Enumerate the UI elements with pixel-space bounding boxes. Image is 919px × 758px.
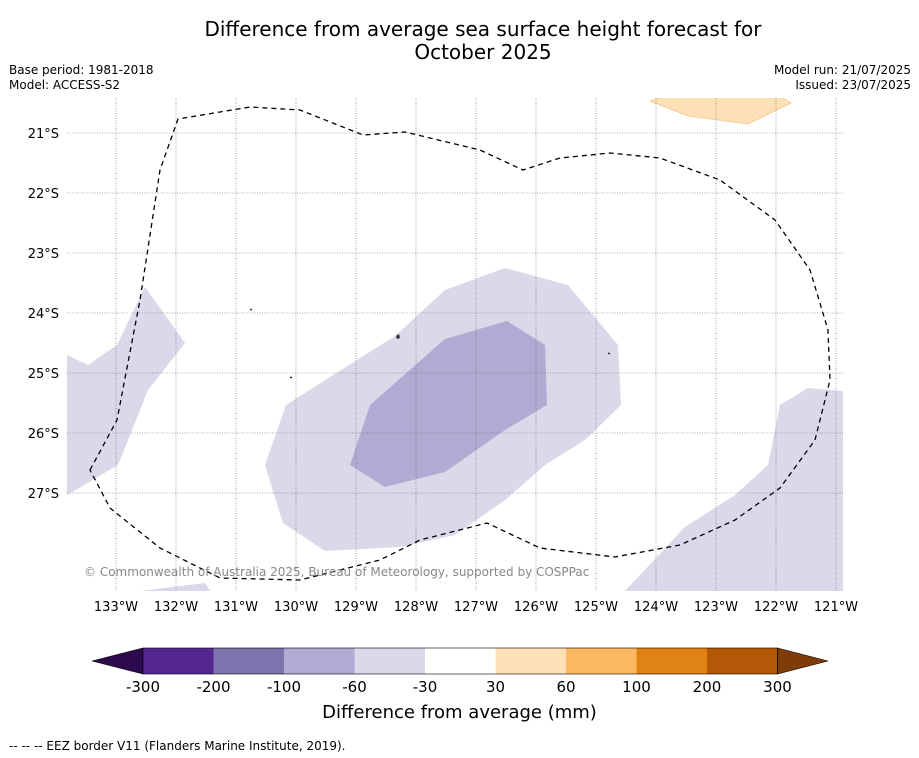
- colorbar-tick-label: -200: [196, 678, 230, 696]
- colorbar-title: Difference from average (mm): [322, 702, 597, 723]
- lon-label: 121°W: [814, 600, 858, 615]
- anomaly-region-light-west: [67, 287, 185, 495]
- lat-label: 24°S: [28, 307, 59, 322]
- lon-label: 124°W: [634, 600, 678, 615]
- eez-border: [89, 106, 831, 581]
- colorbar-tick-label: -60: [342, 678, 367, 696]
- meta-left: Base period: 1981-2018 Model: ACCESS-S2: [9, 63, 154, 93]
- colorbar-segment: [566, 648, 637, 674]
- map-title: Difference from average sea surface heig…: [0, 18, 919, 64]
- title-line-1: Difference from average sea surface heig…: [204, 17, 762, 41]
- lon-label: 130°W: [274, 600, 318, 615]
- anomaly-region-light-south: [140, 583, 210, 591]
- colorbar-segment: [354, 648, 425, 674]
- lon-label: 132°W: [154, 600, 198, 615]
- latitude-labels: 21°S 22°S 23°S 24°S 25°S 26°S 27°S: [28, 127, 59, 502]
- anomaly-region-light-southeast: [625, 388, 843, 591]
- colorbar-tick-label: 200: [693, 678, 722, 696]
- lon-label: 127°W: [454, 600, 498, 615]
- island: [396, 334, 400, 339]
- anomaly-region-medium-central: [350, 321, 547, 487]
- map-area: [67, 98, 843, 591]
- lon-label: 129°W: [334, 600, 378, 615]
- meta-right: Model run: 21/07/2025 Issued: 23/07/2025: [774, 63, 911, 93]
- lon-label: 128°W: [394, 600, 438, 615]
- colorbar-tick-label: -100: [267, 678, 301, 696]
- island: [607, 352, 611, 355]
- island: [249, 308, 253, 311]
- lon-label: 131°W: [214, 600, 258, 615]
- base-period: Base period: 1981-2018: [9, 63, 154, 77]
- colorbar-tick-label: -300: [126, 678, 160, 696]
- colorbar-segment: [284, 648, 355, 674]
- colorbar-segment: [143, 648, 214, 674]
- lon-label: 122°W: [754, 600, 798, 615]
- model-run: Model run: 21/07/2025: [773, 63, 911, 77]
- colorbar-segment: [707, 648, 778, 674]
- title-line-2: October 2025: [414, 40, 552, 64]
- colorbar-outline: [142, 647, 778, 675]
- lon-label: 126°W: [514, 600, 558, 615]
- lat-label: 21°S: [28, 127, 59, 142]
- lon-label: 133°W: [94, 600, 138, 615]
- lon-label: 125°W: [574, 600, 618, 615]
- longitude-labels: 133°W 132°W 131°W 130°W 129°W 128°W 127°…: [94, 600, 858, 615]
- colorbar-extend-low: [91, 647, 144, 675]
- lat-label: 26°S: [28, 427, 59, 442]
- anomaly-region-positive-north: [648, 98, 792, 125]
- colorbar-tick-label: -30: [413, 678, 438, 696]
- colorbar-tick-label: 60: [556, 678, 575, 696]
- eez-legend-note: -- -- -- EEZ border V11 (Flanders Marine…: [9, 739, 346, 753]
- lat-label: 22°S: [28, 187, 59, 202]
- island: [289, 376, 293, 379]
- lat-label: 25°S: [28, 367, 59, 382]
- colorbar-tick-label: 30: [486, 678, 505, 696]
- model-name: Model: ACCESS-S2: [9, 78, 121, 92]
- lat-label: 27°S: [28, 487, 59, 502]
- lon-label: 123°W: [694, 600, 738, 615]
- colorbar-segment: [495, 648, 566, 674]
- colorbar-tick-label: 300: [763, 678, 792, 696]
- colorbar-segment: [636, 648, 707, 674]
- copyright-notice: © Commonwealth of Australia 2025, Bureau…: [84, 565, 590, 579]
- colorbar-tick-label: 100: [622, 678, 651, 696]
- lat-label: 23°S: [28, 247, 59, 262]
- colorbar: -300 -200 -100 -60 -30 30 60 100 200 300: [91, 647, 829, 696]
- colorbar-segment: [213, 648, 284, 674]
- colorbar-segment: [425, 648, 496, 674]
- gridlines: [67, 98, 843, 591]
- issued-date: Issued: 23/07/2025: [795, 78, 911, 92]
- colorbar-extend-high: [777, 647, 829, 675]
